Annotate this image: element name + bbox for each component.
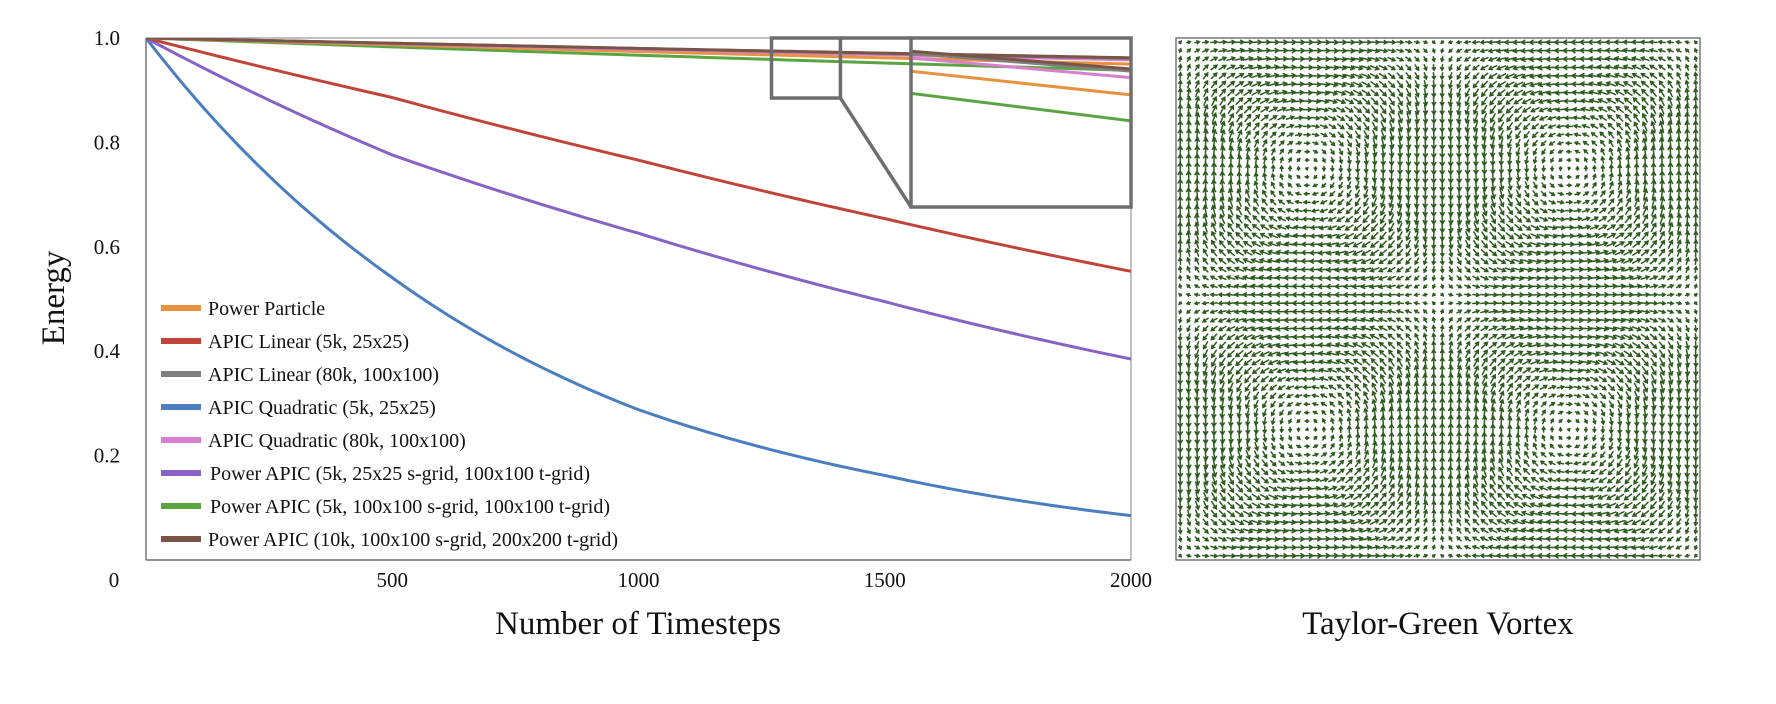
vortex-arrow-field: [1177, 39, 1699, 559]
inset-series-line: [911, 69, 1131, 97]
x-tick-label: 500: [377, 568, 409, 592]
inset-lines: [911, 49, 1131, 123]
inset-series-line: [911, 51, 1131, 73]
y-tick-label: 0.4: [94, 339, 121, 363]
legend-label: Power APIC (10k, 100x100 s-grid, 200x200…: [208, 529, 618, 551]
legend: Power Particle APIC Linear (5k, 25x25) API…: [161, 298, 618, 551]
x-tick-label: 2000: [1110, 568, 1152, 592]
vortex-arrows-path: [1177, 39, 1699, 559]
legend-label: APIC Linear (80k, 100x100): [208, 364, 439, 386]
y-tick-label: 1.0: [94, 26, 120, 50]
inset-series-line: [911, 91, 1131, 123]
zoom-inset: [769, 36, 1133, 209]
energy-chart: 0 500 1000 1500 2000 0.2 0.4 0.6 0.8 1.0 Power P…: [36, 26, 1152, 642]
zoom-inset-box: [909, 36, 1133, 209]
legend-label: APIC Quadratic (5k, 25x25): [208, 397, 436, 419]
y-tick-labels: 0.2 0.4 0.6 0.8 1.0: [94, 26, 121, 468]
legend-label: Power APIC (5k, 25x25 s-grid, 100x100 t-…: [210, 463, 590, 485]
x-tick-label: 1000: [618, 568, 660, 592]
series-line: [146, 38, 1131, 273]
x-tick-label: 0: [109, 568, 120, 592]
series-line: [146, 38, 1131, 361]
series-line: [146, 38, 1131, 518]
vortex-frame: [1175, 37, 1701, 561]
zoom-source-box: [769, 36, 843, 100]
vortex-panel: Taylor-Green Vortex: [1175, 37, 1701, 642]
y-axis-label: Energy: [36, 250, 72, 345]
legend-label: Power Particle: [208, 298, 325, 320]
inset-series-line: [911, 56, 1131, 80]
vortex-background: [1176, 38, 1700, 560]
legend-label: APIC Linear (5k, 25x25): [208, 331, 409, 353]
legend-label: Power APIC (5k, 100x100 s-grid, 100x100 …: [210, 496, 610, 518]
y-tick-label: 0.6: [94, 235, 120, 259]
x-tick-label: 1500: [864, 568, 906, 592]
x-tick-labels: 0 500 1000 1500 2000: [109, 568, 1152, 592]
zoom-connector-bottom: [838, 97, 913, 208]
inset-series-line: [911, 49, 1131, 71]
x-axis-label: Number of Timesteps: [495, 606, 781, 642]
vortex-caption: Taylor-Green Vortex: [1302, 606, 1574, 642]
y-tick-label: 0.8: [94, 130, 120, 154]
y-tick-label: 0.2: [94, 444, 120, 468]
legend-label: APIC Quadratic (80k, 100x100): [208, 430, 466, 452]
